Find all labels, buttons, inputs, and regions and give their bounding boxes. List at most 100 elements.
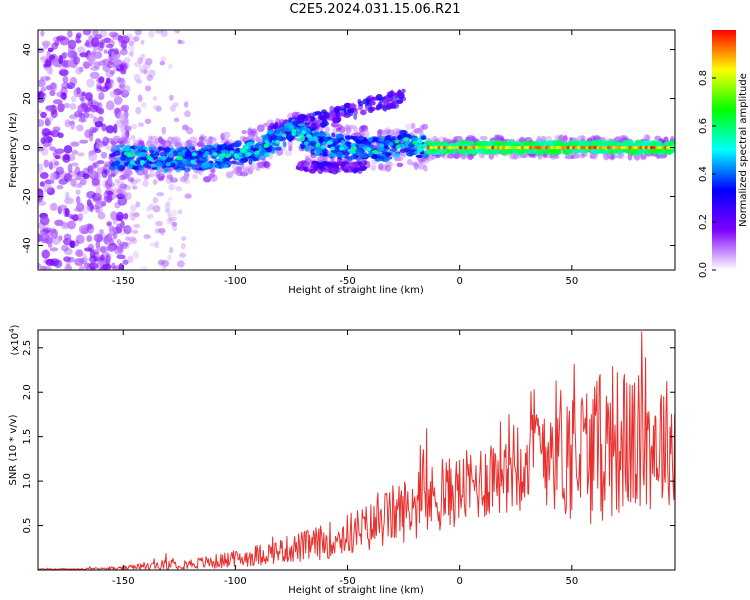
heatmap-cell: [67, 120, 75, 125]
heatmap-cell: [184, 110, 191, 118]
heatmap-cell: [181, 236, 187, 241]
heatmap-cell: [140, 39, 145, 45]
heatmap-cell: [70, 59, 78, 69]
heatmap-cell: [112, 265, 123, 270]
heatmap-cell: [39, 172, 49, 179]
heatmap-cell: [71, 162, 79, 167]
heatmap-cell: [110, 211, 118, 221]
heatmap-cell: [343, 104, 350, 110]
heatmap-cell: [123, 118, 129, 126]
colorbar-tick-label: 0.0: [698, 262, 709, 278]
heatmap-cell: [193, 163, 202, 168]
heatmap-cell: [50, 172, 57, 181]
heatmap-cell: [392, 152, 401, 158]
heatmap-cell: [321, 109, 327, 114]
heatmap-cell: [125, 136, 131, 144]
heatmap-cell: [202, 153, 208, 158]
heatmap-cell: [174, 142, 182, 148]
heatmap-cell: [386, 129, 395, 137]
heatmap-cell: [629, 149, 638, 155]
heatmap-cell: [233, 142, 241, 148]
heatmap-cell: [106, 244, 116, 252]
heatmap-cell: [172, 136, 181, 143]
heatmap-cell: [140, 102, 147, 109]
heatmap-cell: [379, 143, 385, 148]
heatmap-cell: [176, 260, 185, 268]
heatmap-cell: [134, 160, 142, 165]
heatmap-cell: [108, 165, 116, 171]
heatmap-cell: [101, 169, 108, 179]
heatmap-cell: [120, 220, 125, 229]
heatmap-cell: [75, 175, 82, 181]
heatmap-cell: [376, 129, 382, 138]
heatmap-cell: [343, 165, 349, 170]
heatmap-cell: [167, 216, 173, 224]
heatmap-cell: [152, 205, 161, 213]
heatmap-cell: [116, 243, 124, 253]
heatmap-cell: [63, 256, 71, 262]
heatmap-cell: [172, 102, 179, 108]
heatmap-cell: [353, 109, 358, 116]
heatmap-cell: [412, 140, 418, 145]
heatmap-cell: [64, 173, 72, 182]
heatmap-cell: [140, 53, 146, 60]
heatmap-cell: [297, 123, 305, 127]
heatmap-cell: [149, 135, 158, 141]
heatmap-cell: [45, 258, 56, 267]
heatmap-cell: [44, 117, 50, 127]
heatmap-cell: [261, 134, 269, 139]
heatmap-cell: [222, 131, 231, 139]
heatmap-cell: [184, 150, 192, 157]
heatmap-cell: [134, 30, 142, 36]
heatmap-cell: [90, 37, 100, 48]
heatmap-cell: [87, 201, 94, 212]
heatmap-x-tick-label: 0: [456, 276, 462, 287]
heatmap-cell: [301, 115, 309, 122]
heatmap-cell: [186, 163, 195, 168]
heatmap-cell: [40, 111, 47, 119]
heatmap-cell: [384, 127, 391, 134]
heatmap-cell: [140, 160, 145, 165]
heatmap-x-tick-label: -100: [224, 276, 247, 287]
heatmap-cell: [88, 152, 98, 162]
heatmap-cell: [54, 154, 61, 160]
heatmap-cell: [56, 185, 64, 190]
heatmap-cell: [383, 98, 388, 106]
heatmap-cell: [447, 153, 455, 159]
heatmap-cell: [40, 54, 47, 64]
heatmap-cell: [470, 148, 477, 154]
heatmap-cell: [103, 190, 113, 200]
heatmap-cell: [352, 163, 359, 167]
heatmap-cell: [63, 102, 70, 109]
heatmap-x-tick-label: -50: [339, 276, 355, 287]
snr-x-tick-label: -100: [224, 576, 247, 587]
heatmap-cell: [38, 79, 45, 85]
heatmap-cell: [64, 207, 70, 218]
snr-x-tick-label: 50: [565, 576, 578, 587]
chart-title: C2E5.2024.031.15.06.R21: [289, 2, 461, 17]
heatmap-cell: [210, 174, 218, 182]
heatmap-cell: [135, 201, 141, 208]
heatmap-cell: [77, 46, 86, 55]
heatmap-cell: [110, 141, 117, 146]
heatmap-cell: [143, 62, 151, 70]
heatmap-cell: [51, 232, 56, 239]
heatmap-cell: [355, 140, 364, 145]
heatmap-cell: [445, 149, 452, 154]
heatmap-cell: [310, 123, 316, 129]
heatmap-cell: [543, 150, 552, 155]
heatmap-cell: [144, 118, 152, 125]
snr-x-tick-label: 0: [456, 576, 462, 587]
heatmap-cell: [247, 166, 253, 174]
heatmap-x-tick-label: 50: [565, 276, 578, 287]
heatmap-cell: [87, 167, 95, 174]
heatmap-cell: [75, 234, 85, 245]
heatmap-cell: [355, 157, 362, 161]
heatmap-cell: [115, 144, 123, 149]
heatmap-cell: [138, 122, 144, 127]
heatmap-cell: [519, 136, 525, 143]
heatmap-cell: [388, 142, 394, 147]
heatmap-cell: [131, 185, 138, 190]
heatmap-cell: [82, 173, 90, 179]
heatmap-cell: [153, 171, 163, 179]
